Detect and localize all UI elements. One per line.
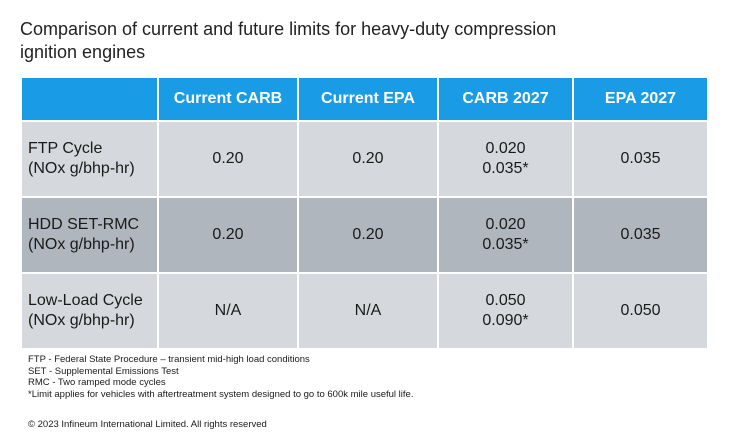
cell-carb-2027-alt-value: 0.035* — [482, 236, 529, 253]
title-line-1: Comparison of current and future limits … — [20, 19, 557, 39]
footnotes: FTP - Federal State Procedure – transien… — [28, 354, 413, 400]
cell-carb-2027-value: 0.050 — [485, 292, 526, 309]
footnote-ftp: FTP - Federal State Procedure – transien… — [28, 354, 310, 365]
cell-epa-2027: 0.035 — [572, 120, 709, 198]
page-title: Comparison of current and future limits … — [20, 18, 620, 64]
header-carb-2027: CARB 2027 — [437, 76, 574, 122]
footnote-limit: *Limit applies for vehicles with aftertr… — [28, 388, 414, 400]
cell-current-epa: 0.20 — [297, 196, 439, 274]
row-label-unit: (NOx g/bhp-hr) — [28, 160, 135, 177]
row-label-unit: (NOx g/bhp-hr) — [28, 312, 135, 329]
header-epa-2027: EPA 2027 — [572, 76, 709, 122]
title-line-2: ignition engines — [20, 42, 146, 62]
row-label: HDD SET-RMC (NOx g/bhp-hr) — [20, 196, 159, 274]
row-label-name: FTP Cycle — [28, 140, 103, 157]
cell-epa-2027: 0.050 — [572, 272, 709, 350]
cell-carb-2027-alt-value: 0.090* — [482, 312, 529, 329]
cell-epa-2027: 0.035 — [572, 196, 709, 274]
header-current-carb: Current CARB — [157, 76, 299, 122]
header-corner — [20, 76, 159, 122]
header-current-epa: Current EPA — [297, 76, 439, 122]
cell-carb-2027-value: 0.020 — [485, 140, 526, 157]
table-header-row: Current CARB Current EPA CARB 2027 EPA 2… — [20, 76, 709, 122]
table-row-low-load-cycle: Low-Load Cycle (NOx g/bhp-hr) N/A N/A 0.… — [20, 272, 709, 350]
footnote-rmc: RMC - Two ramped mode cycles — [28, 377, 166, 389]
limits-table: Current CARB Current EPA CARB 2027 EPA 2… — [20, 76, 709, 350]
table-row-ftp-cycle: FTP Cycle (NOx g/bhp-hr) 0.20 0.20 0.020… — [20, 120, 709, 198]
cell-current-carb: 0.20 — [157, 120, 299, 198]
cell-carb-2027-alt-value: 0.035* — [482, 160, 529, 177]
row-label-name: Low-Load Cycle — [28, 292, 143, 309]
footnote-set: SET - Supplemental Emissions Test — [28, 365, 179, 377]
cell-carb-2027: 0.050 0.090* — [437, 272, 574, 350]
cell-current-epa: N/A — [297, 272, 439, 350]
row-label: FTP Cycle (NOx g/bhp-hr) — [20, 120, 159, 198]
cell-current-epa: 0.20 — [297, 120, 439, 198]
row-label-unit: (NOx g/bhp-hr) — [28, 236, 135, 253]
row-label-name: HDD SET-RMC — [28, 216, 140, 233]
cell-current-carb: 0.20 — [157, 196, 299, 274]
cell-carb-2027: 0.020 0.035* — [437, 120, 574, 198]
row-label: Low-Load Cycle (NOx g/bhp-hr) — [20, 272, 159, 350]
cell-current-carb: N/A — [157, 272, 299, 350]
table-row-hdd-set-rmc: HDD SET-RMC (NOx g/bhp-hr) 0.20 0.20 0.0… — [20, 196, 709, 274]
cell-carb-2027-value: 0.020 — [485, 216, 526, 233]
cell-carb-2027: 0.020 0.035* — [437, 196, 574, 274]
copyright-notice: © 2023 Infineum International Limited. A… — [28, 419, 267, 430]
